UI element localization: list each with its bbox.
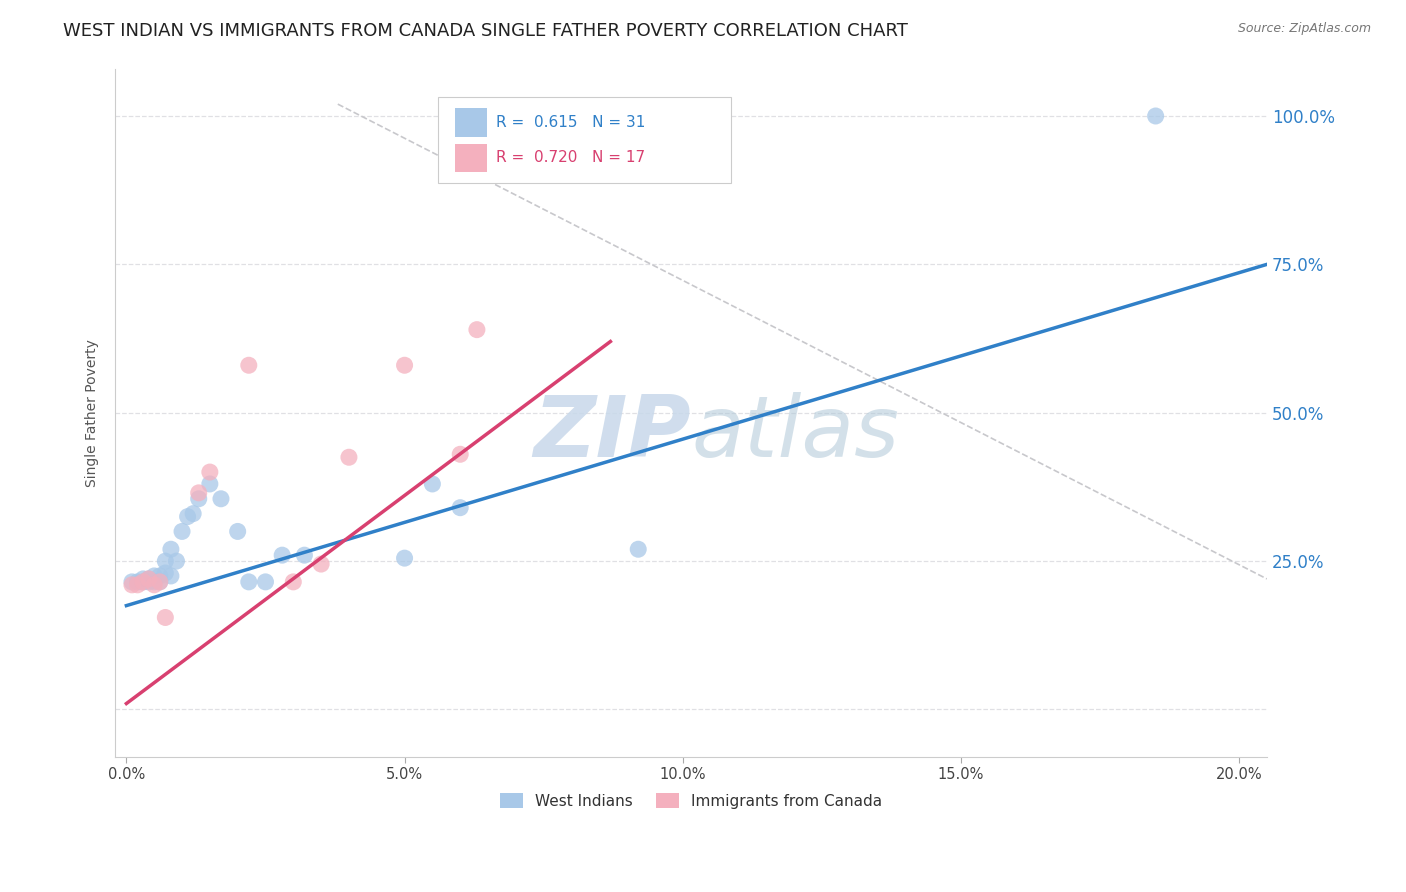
Point (449, 500, 471, 515)
Point (143, 578, 166, 592)
Text: R =  0.720   N = 17: R = 0.720 N = 17 (496, 151, 645, 165)
Point (465, 323, 488, 337)
Legend: West Indians, Immigrants from Canada: West Indians, Immigrants from Canada (494, 787, 889, 814)
Point (155, 554, 177, 568)
Point (176, 509, 198, 524)
Point (309, 557, 332, 571)
Point (127, 578, 149, 592)
Point (226, 524, 249, 539)
Point (143, 574, 166, 589)
Point (627, 542, 650, 557)
Point (394, 358, 416, 372)
Point (238, 574, 260, 589)
Point (170, 524, 193, 539)
Point (155, 610, 177, 624)
Point (254, 574, 277, 589)
Point (283, 574, 305, 589)
Point (599, 109, 621, 123)
Point (187, 491, 209, 506)
Point (138, 574, 160, 589)
Point (149, 574, 172, 589)
Point (337, 450, 360, 465)
Point (143, 569, 166, 583)
Point (132, 572, 155, 586)
Point (160, 569, 183, 583)
Point (187, 486, 209, 500)
Point (294, 548, 316, 562)
Point (121, 578, 143, 592)
Point (181, 507, 204, 521)
Text: R =  0.615   N = 31: R = 0.615 N = 31 (496, 115, 645, 129)
Point (155, 566, 177, 580)
Text: atlas: atlas (692, 392, 898, 475)
Text: Source: ZipAtlas.com: Source: ZipAtlas.com (1237, 22, 1371, 36)
Text: ZIP: ZIP (533, 392, 692, 475)
Point (238, 358, 260, 372)
Point (121, 574, 143, 589)
Point (166, 554, 188, 568)
Point (138, 572, 160, 586)
Point (149, 569, 172, 583)
Y-axis label: Single Father Poverty: Single Father Poverty (86, 339, 100, 487)
Point (209, 491, 232, 506)
Point (198, 465, 221, 479)
Point (271, 548, 294, 562)
Point (449, 447, 471, 461)
FancyBboxPatch shape (437, 97, 731, 184)
Point (132, 574, 155, 589)
Text: WEST INDIAN VS IMMIGRANTS FROM CANADA SINGLE FATHER POVERTY CORRELATION CHART: WEST INDIAN VS IMMIGRANTS FROM CANADA SI… (63, 22, 908, 40)
Point (160, 542, 183, 557)
Point (422, 477, 444, 491)
Bar (456, 108, 488, 136)
Point (149, 574, 172, 589)
Point (198, 477, 221, 491)
Bar (456, 144, 488, 172)
Point (132, 574, 155, 589)
Point (127, 574, 149, 589)
Point (1144, 109, 1167, 123)
Point (394, 551, 416, 566)
Point (138, 572, 160, 586)
